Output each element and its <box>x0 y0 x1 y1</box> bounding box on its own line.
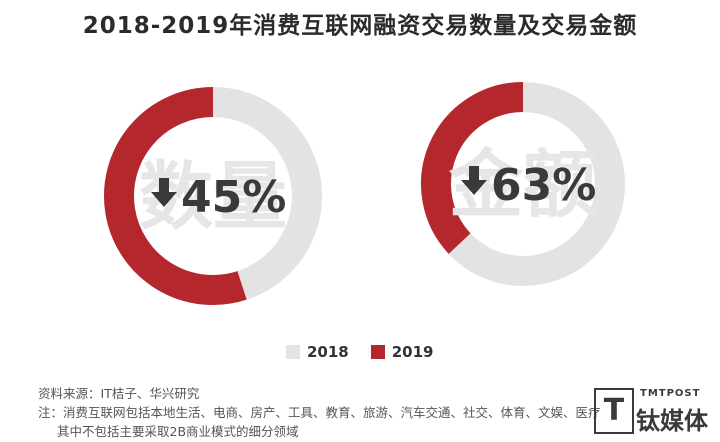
legend-label-2019: 2019 <box>391 343 434 361</box>
tmtpost-logo: T TMTPOST 钛媒体 <box>594 386 712 436</box>
change-percent-quantity: 45% <box>181 172 286 223</box>
down-arrow-icon <box>151 178 177 207</box>
legend-item-2019: 2019 <box>370 343 434 361</box>
logo-wordmark-en: TMTPOST <box>640 388 701 399</box>
donut-2019-arc-amount <box>421 82 524 254</box>
legend-label-2018: 2018 <box>307 343 349 361</box>
legend-item-2018: 2018 <box>286 343 349 361</box>
chart-title: 2018-2019年消费互联网融资交易数量及交易金额 <box>82 13 638 39</box>
legend: 2018 2019 <box>286 343 434 361</box>
logo-wordmark-cn: 钛媒体 <box>636 407 708 435</box>
source-note: 资料来源：IT桔子、华兴研究 <box>38 386 200 401</box>
change-percent-amount: 63% <box>491 160 596 211</box>
down-arrow-icon <box>461 166 487 195</box>
scope-note: 注：消费互联网包括本地生活、电商、房产、工具、教育、旅游、汽车交通、社交、体育、… <box>38 405 601 420</box>
donut-2019-arc-quantity <box>104 87 247 305</box>
footer-notes: 资料来源：IT桔子、华兴研究 注：消费互联网包括本地生活、电商、房产、工具、教育… <box>38 384 601 441</box>
legend-swatch-2018 <box>286 345 300 359</box>
legend-swatch-2019 <box>370 345 385 359</box>
logo-mark-icon: T <box>594 388 634 434</box>
scope-note-continued: 其中不包括主要采取2B商业模式的细分领域 <box>57 424 299 439</box>
